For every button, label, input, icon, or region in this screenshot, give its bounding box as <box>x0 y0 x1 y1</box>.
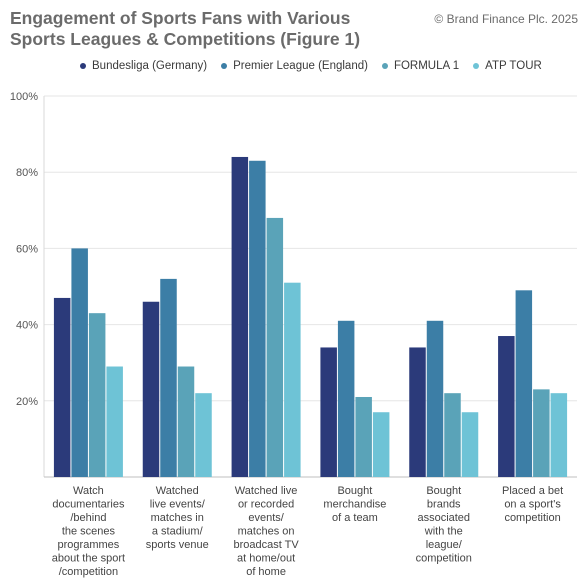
bar-atp-tour <box>195 393 212 477</box>
legend-label: FORMULA 1 <box>393 60 460 72</box>
legend-item-bundesliga: Bundesliga (Germany) <box>80 60 207 72</box>
x-category-label: Watch documentaries/behind the scenes progr… <box>52 485 125 578</box>
y-tick-label: 20% <box>16 396 38 408</box>
bar-bundesliga <box>231 156 249 477</box>
bar-premier-league <box>249 160 266 477</box>
bar-atp-tour <box>372 412 390 477</box>
legend-label: ATP TOUR <box>485 60 542 72</box>
y-tick-label: 80% <box>16 167 38 179</box>
bar-bundesliga <box>320 347 337 477</box>
legend-item-atp-tour: ATP TOUR <box>473 60 542 72</box>
bar-premier-league <box>71 248 88 477</box>
bar-formula-1 <box>355 396 372 477</box>
y-tick-label: 40% <box>16 320 38 332</box>
x-category-label: Watched live events/matches in a stadium/s… <box>146 485 209 551</box>
legend-dot-icon <box>80 63 86 69</box>
x-category-label: Watched live or recorded events/matches on… <box>233 485 299 578</box>
bar-formula-1 <box>533 389 550 477</box>
bar-formula-1 <box>88 313 106 477</box>
bar-formula-1 <box>177 366 195 477</box>
bar-bundesliga <box>498 336 515 477</box>
bar-formula-1 <box>444 393 461 477</box>
bar-premier-league <box>515 290 533 477</box>
bar-premier-league <box>337 320 355 477</box>
legend-dot-icon <box>381 63 388 69</box>
legend-item-formula-1: FORMULA 1 <box>381 60 460 72</box>
x-category-label: Bought brands associated with the league/com… <box>416 485 472 565</box>
copyright-notice: © Brand Finance Plc. 2025 <box>434 12 578 26</box>
bar-atp-tour <box>106 366 123 477</box>
bar-atp-tour <box>550 393 568 477</box>
legend-dot-icon <box>221 63 228 69</box>
legend-label: Bundesliga (Germany) <box>92 60 208 72</box>
legend-item-premier-league: Premier League (England) <box>221 60 368 72</box>
legend-label: Premier League (England) <box>233 60 368 72</box>
x-category-label: Bought merchandise of a team <box>323 485 386 524</box>
y-tick-label: 60% <box>16 243 38 255</box>
bar-premier-league <box>160 278 177 477</box>
bar-atp-tour <box>461 412 479 477</box>
bar-formula-1 <box>266 217 284 478</box>
bar-bundesliga <box>142 301 160 477</box>
chart-title: Engagement of Sports Fans with Various S… <box>10 8 361 49</box>
bar-premier-league <box>426 320 444 477</box>
chart-legend: Bundesliga (Germany) Premier League (Engl… <box>80 60 542 72</box>
y-tick-label: 100% <box>10 91 38 103</box>
bar-atp-tour <box>284 282 301 477</box>
x-category-label: Placed a bet on a sport's competition <box>502 485 563 524</box>
legend-dot-icon <box>473 63 480 69</box>
bar-bundesliga <box>53 297 71 477</box>
bar-bundesliga <box>409 347 426 477</box>
